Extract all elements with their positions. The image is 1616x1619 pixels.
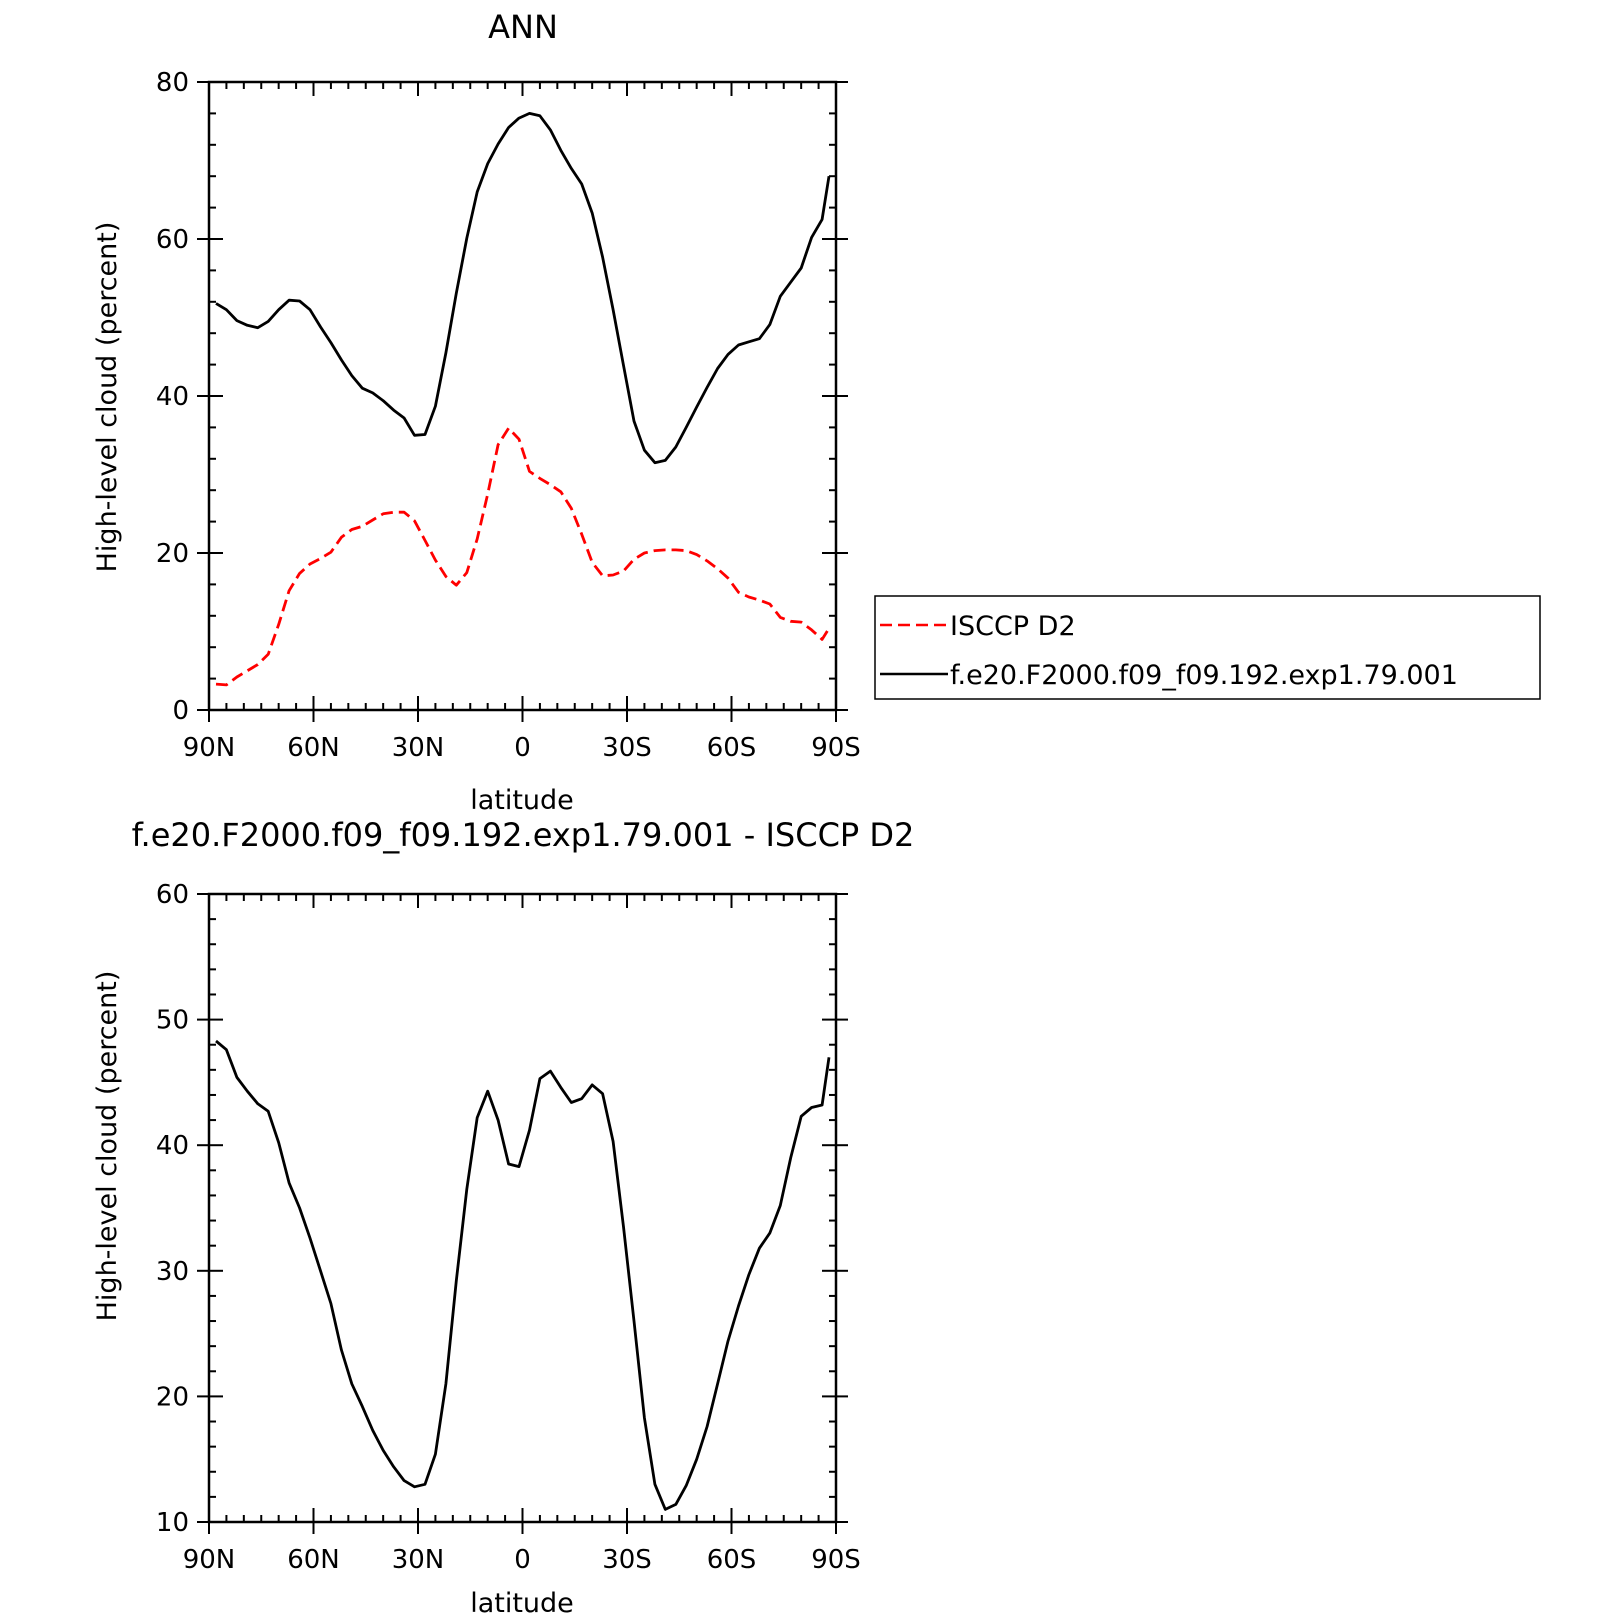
bottom-panel-series	[215, 1039, 831, 1511]
y-tick-label: 50	[156, 1006, 189, 1036]
top-panel-ylabel: High-level cloud (percent)	[92, 222, 123, 573]
y-tick-label: 20	[156, 539, 189, 569]
bottom-panel-ylabel: High-level cloud (percent)	[92, 971, 123, 1322]
x-tick-label: 60S	[707, 1545, 757, 1575]
x-tick-label: 30N	[392, 733, 445, 763]
top-series-line-isccp	[215, 426, 831, 687]
y-tick-label: 40	[156, 1131, 189, 1161]
y-tick-label: 60	[156, 225, 189, 255]
top-panel-frame	[207, 80, 838, 712]
bottom-panel-title: f.e20.F2000.f09_f09.192.exp1.79.001 - IS…	[132, 816, 915, 854]
y-tick-label: 80	[156, 68, 189, 98]
top-panel: ANN High-level cloud (percent) latitude …	[92, 8, 861, 816]
legend-label-isccp: ISCCP D2	[950, 611, 1076, 642]
bottom-panel: f.e20.F2000.f09_f09.192.exp1.79.001 - IS…	[92, 816, 914, 1619]
x-tick-label: 90S	[811, 733, 861, 763]
x-tick-label: 30S	[602, 733, 652, 763]
y-tick-label: 40	[156, 382, 189, 412]
y-tick-label: 0	[172, 696, 189, 726]
top-panel-title: ANN	[488, 8, 558, 46]
bottom-panel-ticks: 90N 60N 30N 0 30S 60S 90S 10 20 30 40 50 60	[156, 880, 861, 1575]
x-tick-label: 30N	[392, 1545, 445, 1575]
x-tick-label: 0	[514, 733, 531, 763]
x-tick-label: 0	[514, 1545, 531, 1575]
top-panel-xlabel: latitude	[470, 785, 574, 816]
top-series-line-model	[215, 112, 831, 465]
y-tick-label: 30	[156, 1257, 189, 1287]
bottom-series-line-model	[215, 1039, 831, 1511]
x-tick-label: 30S	[602, 1545, 652, 1575]
top-panel-ticks: 90N 60N 30N 0 30S 60S 90S 0 20 40 60 80	[156, 68, 861, 763]
y-tick-label: 60	[156, 880, 189, 910]
x-tick-label: 90N	[183, 1545, 236, 1575]
legend-label-model: f.e20.F2000.f09_f09.192.exp1.79.001	[950, 660, 1458, 691]
top-panel-series	[215, 112, 831, 687]
x-tick-label: 60S	[707, 733, 757, 763]
x-tick-label: 90N	[183, 733, 236, 763]
bottom-panel-xlabel: latitude	[470, 1588, 574, 1619]
x-tick-label: 60N	[287, 1545, 340, 1575]
y-tick-label: 10	[156, 1508, 189, 1538]
legend-box	[874, 595, 1541, 700]
legend: ISCCP D2 f.e20.F2000.f09_f09.192.exp1.79…	[874, 595, 1541, 700]
bottom-panel-frame	[207, 892, 838, 1524]
x-tick-label: 60N	[287, 733, 340, 763]
x-tick-label: 90S	[811, 1545, 861, 1575]
y-tick-label: 20	[156, 1382, 189, 1412]
